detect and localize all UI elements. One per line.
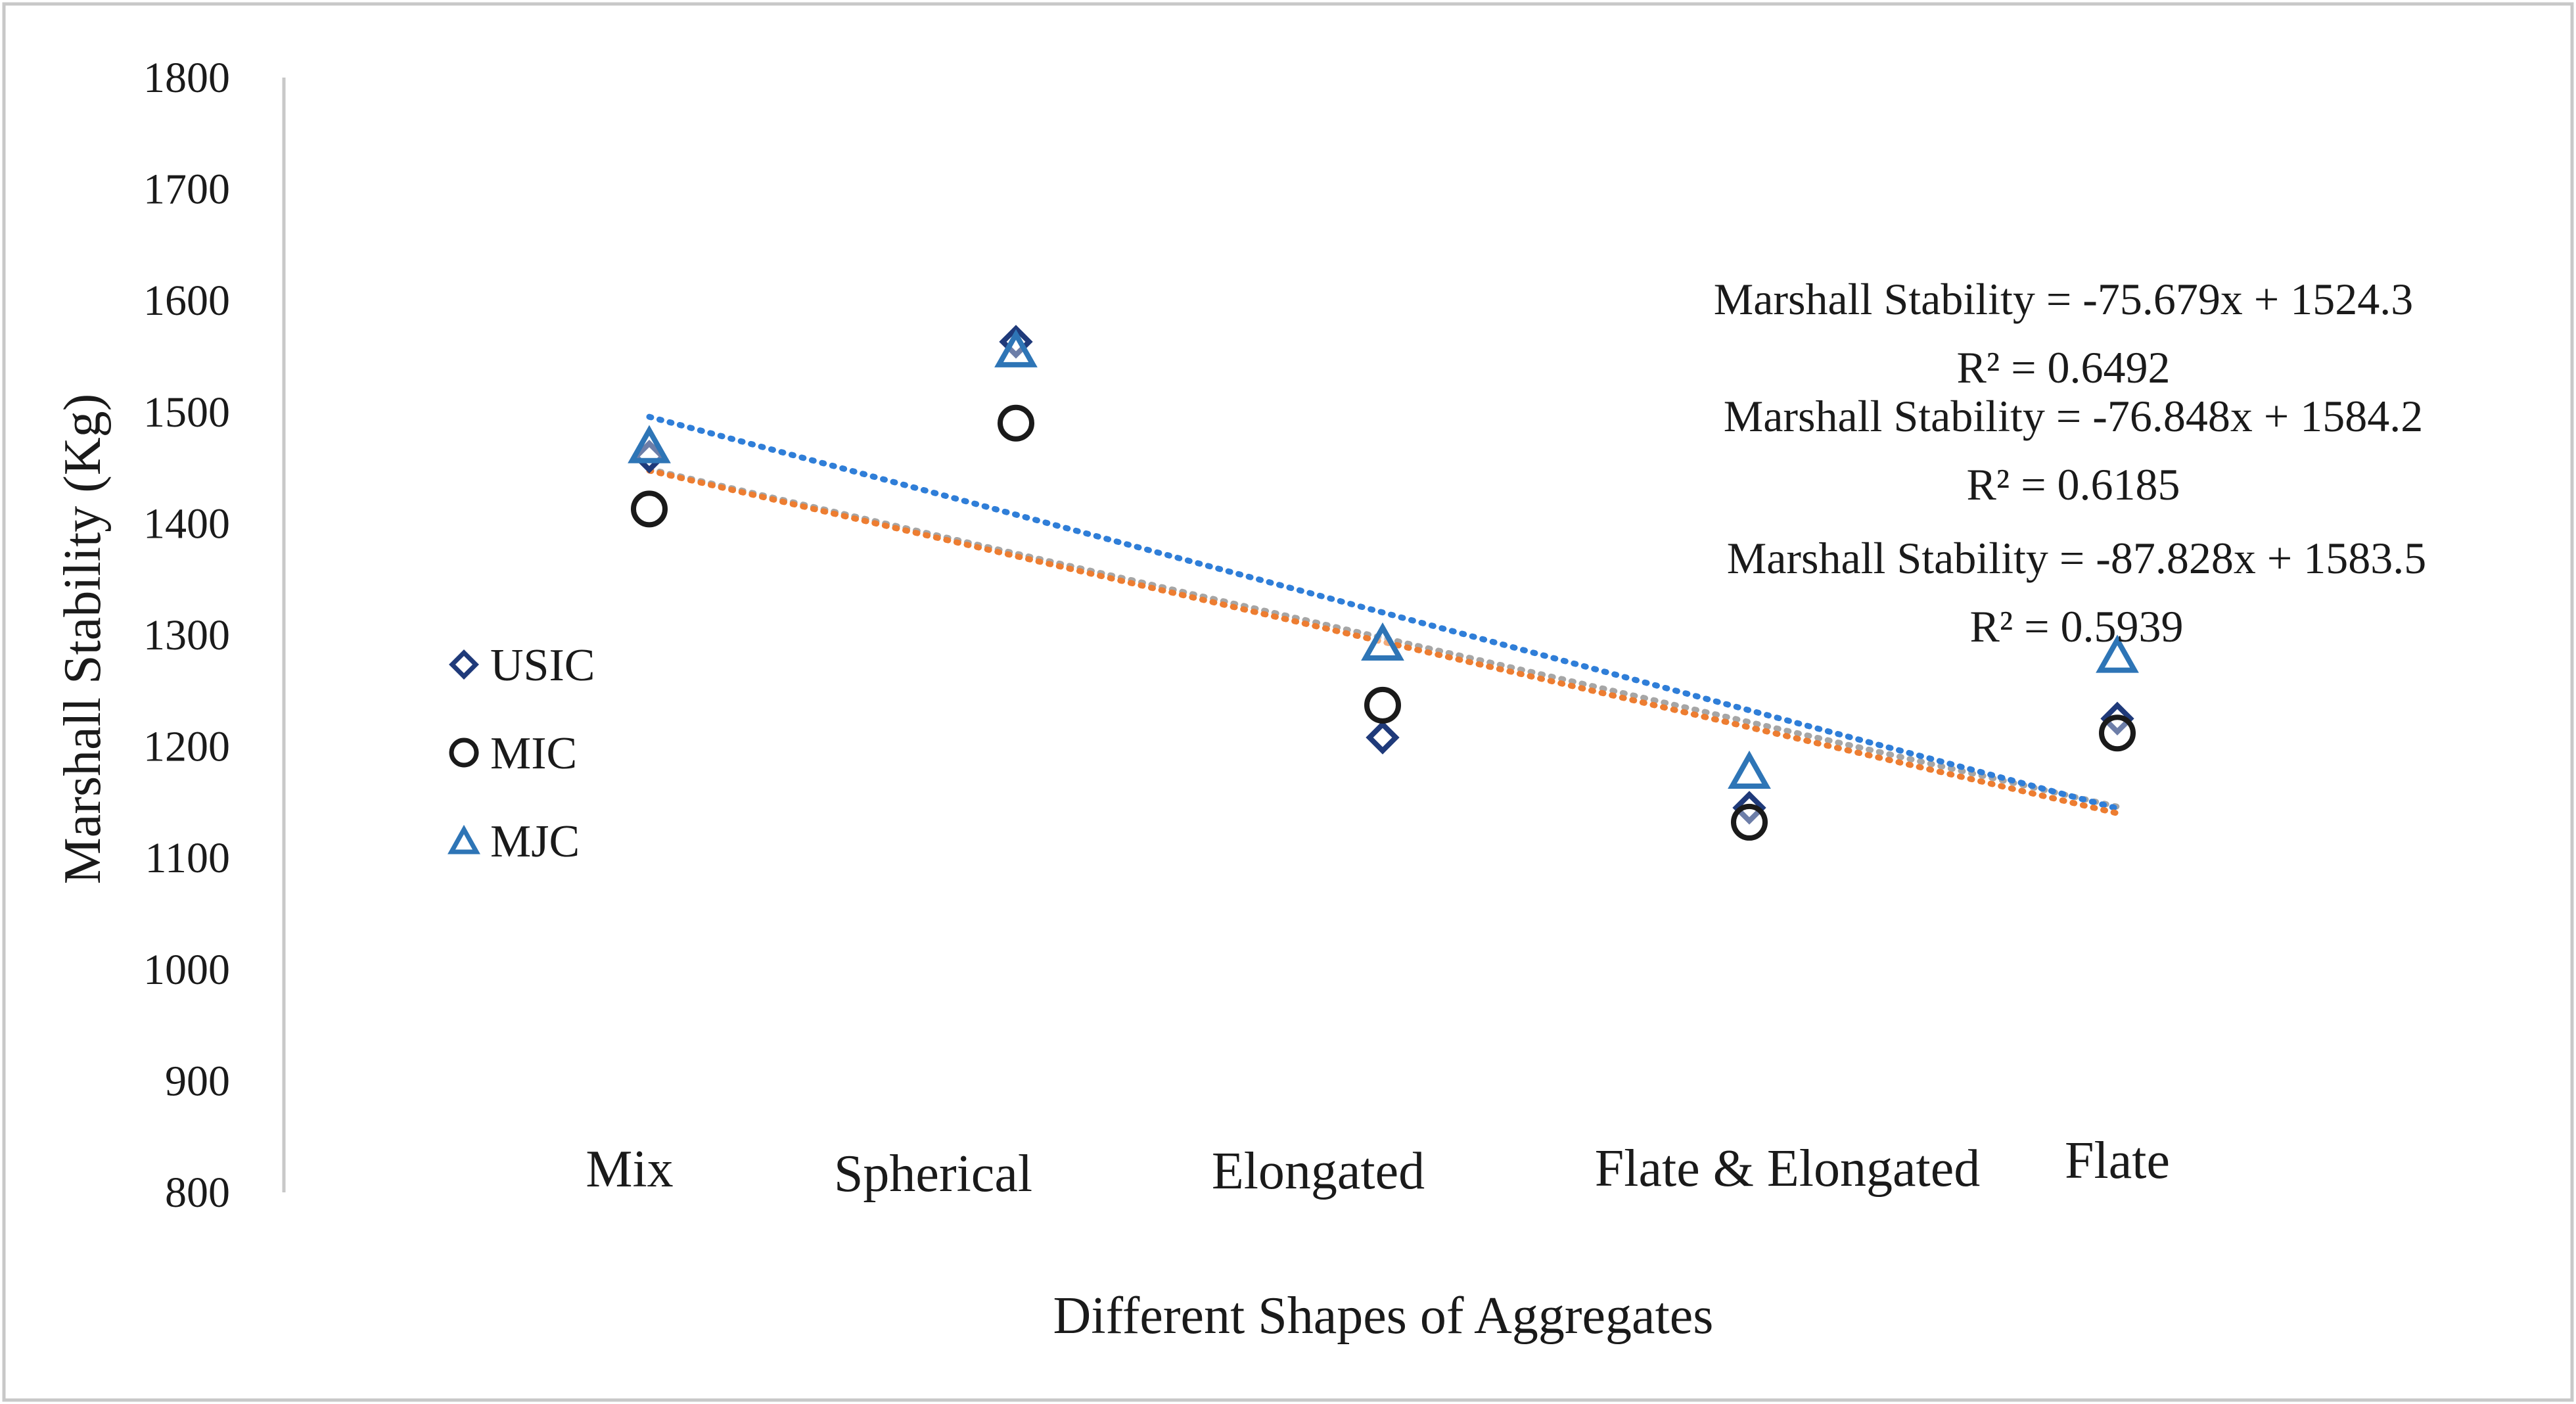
point-mic-spherical (998, 404, 1034, 442)
trendline-equations: Marshall Stability = -75.679x + 1524.3 R… (1714, 274, 2427, 651)
r2-mjc: R² = 0.6492 (1956, 342, 2170, 392)
trendlines (646, 413, 2121, 816)
trendline-mic (646, 467, 2121, 816)
y-tick-label-1400: 1400 (143, 500, 230, 548)
y-tick-label-1600: 1600 (143, 277, 230, 325)
equation-mic: Marshall Stability = -76.848x + 1584.2 (1724, 391, 2424, 441)
legend-marker-mic (449, 737, 479, 768)
legend-marker-mjc (448, 824, 480, 854)
point-mic-mix (631, 490, 668, 528)
x-category-label-spherical: Spherical (834, 1145, 1032, 1203)
x-category-label-flate-elongated: Flate & Elongated (1595, 1140, 1981, 1198)
y-tick-label-1300: 1300 (143, 611, 230, 659)
y-axis-title: Marshall Stability (Kg) (54, 394, 112, 885)
equation-mjc: Marshall Stability = -75.679x + 1524.3 (1714, 274, 2414, 324)
point-mjc-elongated (1361, 622, 1404, 661)
legend-item-usic: USIC (449, 640, 595, 691)
legend-label-mic: MIC (490, 728, 577, 779)
point-mic-elongated (1364, 686, 1401, 724)
point-mjc-mix (628, 425, 671, 463)
y-tick-label-1500: 1500 (143, 388, 230, 436)
legend-item-mic: MIC (449, 728, 577, 779)
legend-marker-usic (449, 649, 479, 680)
y-tick-label-1200: 1200 (143, 723, 230, 771)
y-tick-labels: 800 900 1000 1100 1200 1300 1400 1500 1600 1700 18… (143, 54, 230, 1217)
data-points (628, 325, 2139, 841)
r2-mic: R² = 0.6185 (1966, 459, 2180, 509)
point-mjc-flate-elongated (1728, 750, 1771, 789)
point-mjc-flate (2096, 634, 2139, 673)
x-category-label-mix: Mix (586, 1140, 673, 1198)
legend-item-mjc: MJC (448, 816, 580, 867)
y-tick-label-1000: 1000 (143, 946, 230, 994)
x-category-label-elongated: Elongated (1212, 1142, 1425, 1200)
trendline-usic (646, 413, 2121, 812)
y-tick-label-1700: 1700 (143, 166, 230, 214)
y-tick-label-1800: 1800 (143, 54, 230, 102)
y-tick-label-1100: 1100 (145, 834, 230, 882)
x-category-labels: Mix Spherical Elongated Flate & Elongated Fl… (586, 1132, 2170, 1203)
point-mic-flate (2099, 714, 2136, 752)
y-tick-label-800: 800 (165, 1169, 230, 1217)
legend-label-mjc: MJC (490, 816, 580, 867)
x-axis-title: Different Shapes of Aggregates (1053, 1287, 1714, 1345)
point-mjc-spherical (994, 329, 1038, 367)
point-usic-elongated (1366, 720, 1400, 755)
equation-usic: Marshall Stability = -87.828x + 1583.5 (1727, 533, 2427, 583)
r2-usic: R² = 0.5939 (1969, 601, 2183, 651)
x-category-label-flate: Flate (2065, 1132, 2170, 1190)
y-tick-label-900: 900 (165, 1057, 230, 1105)
point-mic-flate-elongated (1731, 803, 1768, 841)
legend-label-usic: USIC (490, 640, 595, 691)
legend: USIC MIC MJC (448, 640, 595, 867)
